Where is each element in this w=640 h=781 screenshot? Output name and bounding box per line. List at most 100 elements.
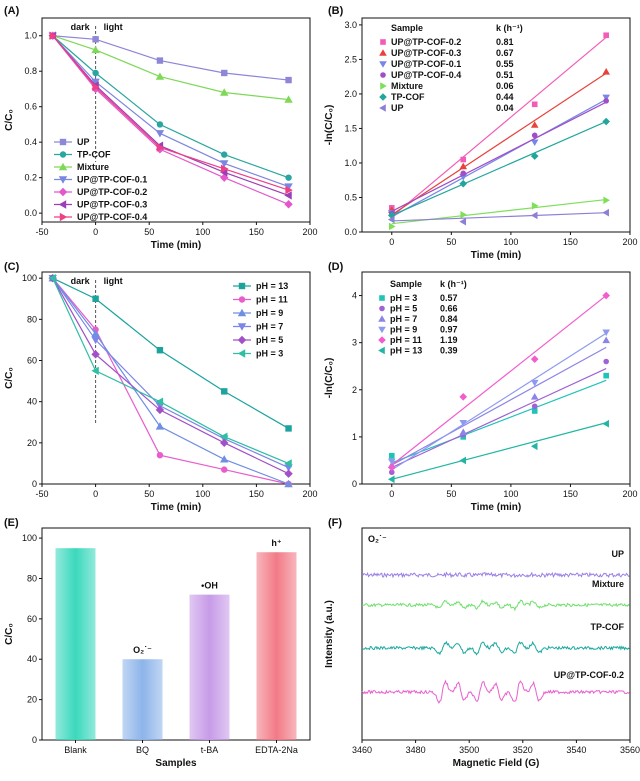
- y-tick-label: 0.6: [24, 102, 37, 112]
- legend-label: pH = 5: [256, 335, 283, 345]
- y-tick-label: 1.0: [24, 31, 37, 41]
- legend-marker: [237, 335, 247, 345]
- legend-label: pH = 11: [390, 335, 422, 345]
- y-axis-title: -ln(C/C₀): [324, 105, 335, 146]
- legend-label: TP-COF: [391, 92, 425, 102]
- data-point: [602, 329, 610, 337]
- x-axis-title: Time (min): [151, 502, 201, 513]
- series-line: [52, 277, 289, 485]
- legend-marker: [378, 346, 385, 355]
- legend-label: UP@TP-COF-0.4: [77, 212, 147, 222]
- series: pH = 11: [49, 274, 292, 488]
- data-point: [220, 88, 229, 96]
- legend-label: UP@TP-COF-0.1: [77, 175, 147, 185]
- data-point: [220, 455, 229, 463]
- data-point: [531, 408, 538, 414]
- data-point: [530, 152, 539, 160]
- data-point: [92, 36, 99, 43]
- x-tick-label: 200: [622, 237, 637, 247]
- series: TP-COF: [49, 32, 292, 181]
- x-tick-label: 50: [144, 227, 154, 237]
- legend-label: UP@TP-COF-0.2: [391, 37, 461, 47]
- data-point: [48, 273, 56, 283]
- series: pH = 13 0.39: [378, 346, 609, 484]
- data-point: [603, 358, 609, 365]
- data-point: [91, 336, 100, 345]
- legend-marker: [379, 49, 387, 56]
- panel-B: (B) 0 50 100 150 200 0.0 0.5 1.0 1.5 2.0 2.5 3.0 Time…: [324, 5, 638, 261]
- x-tick-label: -50: [35, 489, 48, 499]
- legend-label: pH = 9: [256, 308, 283, 318]
- data-point: [459, 393, 468, 401]
- spectrum-line: [361, 571, 630, 579]
- legend-marker: [378, 336, 386, 344]
- x-tick-label: t-BA: [201, 745, 219, 755]
- panel-label: (C): [4, 261, 20, 273]
- y-axis-title: Intensity (a.u.): [324, 600, 335, 668]
- legend-label: UP@TP-COF-0.1: [391, 59, 461, 69]
- plot-frame: [361, 17, 631, 233]
- fit-line: [391, 332, 607, 471]
- data-point: [530, 393, 539, 400]
- x-tick-label: 150: [249, 489, 264, 499]
- data-point: [531, 201, 539, 210]
- y-tick-label: 80: [27, 314, 37, 324]
- legend-marker: [238, 296, 246, 303]
- data-point: [155, 397, 164, 406]
- fit-line: [391, 98, 607, 218]
- fit-line: [391, 422, 607, 480]
- data-point: [602, 117, 610, 126]
- data-point: [284, 191, 292, 200]
- data-point: [530, 442, 538, 451]
- y-tick-label: 3: [352, 338, 357, 348]
- spectrum-label: TP-COF: [591, 622, 625, 632]
- y-tick-label: 1.5: [344, 123, 357, 133]
- legend-header-k: k (h⁻¹): [440, 279, 467, 289]
- data-point: [603, 372, 609, 379]
- data-point: [155, 72, 165, 80]
- data-point: [155, 130, 165, 138]
- x-tick-label: 3520: [513, 745, 533, 755]
- y-tick-label: 60: [27, 614, 37, 624]
- fit-line: [391, 346, 607, 466]
- legend-label: Mixture: [77, 162, 109, 172]
- x-tick-label: 0: [93, 227, 98, 237]
- y-tick-label: 2.5: [344, 54, 357, 64]
- series: pH = 3: [48, 273, 292, 468]
- legend-k-value: 0.66: [440, 304, 458, 314]
- y-tick-label: 0.5: [344, 192, 357, 202]
- panel-F: (F) 3460 3480 3500 3520 3540 3560 Magnetic Fiel…: [324, 517, 640, 769]
- data-point: [460, 170, 467, 177]
- data-point: [459, 162, 468, 170]
- fit-line: [391, 101, 607, 212]
- data-point: [221, 164, 229, 173]
- series: UP: [49, 32, 292, 147]
- data-point: [155, 405, 165, 415]
- x-axis-title: Time (min): [151, 240, 201, 251]
- legend-label: pH = 11: [256, 295, 288, 305]
- legend-label: pH = 9: [390, 325, 417, 335]
- data-point: [387, 475, 395, 484]
- data-point: [92, 295, 99, 302]
- legend-marker: [58, 176, 68, 184]
- y-tick-label: 0.2: [24, 173, 37, 183]
- series: pH = 13: [49, 274, 292, 432]
- x-axis-title: Samples: [155, 758, 197, 769]
- spectrum-line: [361, 640, 630, 656]
- series: UP@TP-COF-0.4: [49, 31, 293, 222]
- series: TP-COF 0.44: [379, 92, 610, 220]
- data-point: [388, 469, 395, 476]
- data-point: [91, 366, 99, 375]
- legend-marker: [380, 82, 387, 90]
- y-tick-label: 0.0: [344, 227, 357, 237]
- data-point: [285, 425, 292, 432]
- x-tick-label: 3480: [406, 745, 426, 755]
- data-point: [284, 459, 292, 468]
- y-axis-title: C/C₀: [4, 109, 15, 131]
- fit-line: [391, 72, 607, 216]
- data-point: [156, 347, 164, 354]
- y-tick-label: 40: [27, 397, 37, 407]
- panel-label: (B): [328, 5, 344, 17]
- data-point: [387, 211, 396, 220]
